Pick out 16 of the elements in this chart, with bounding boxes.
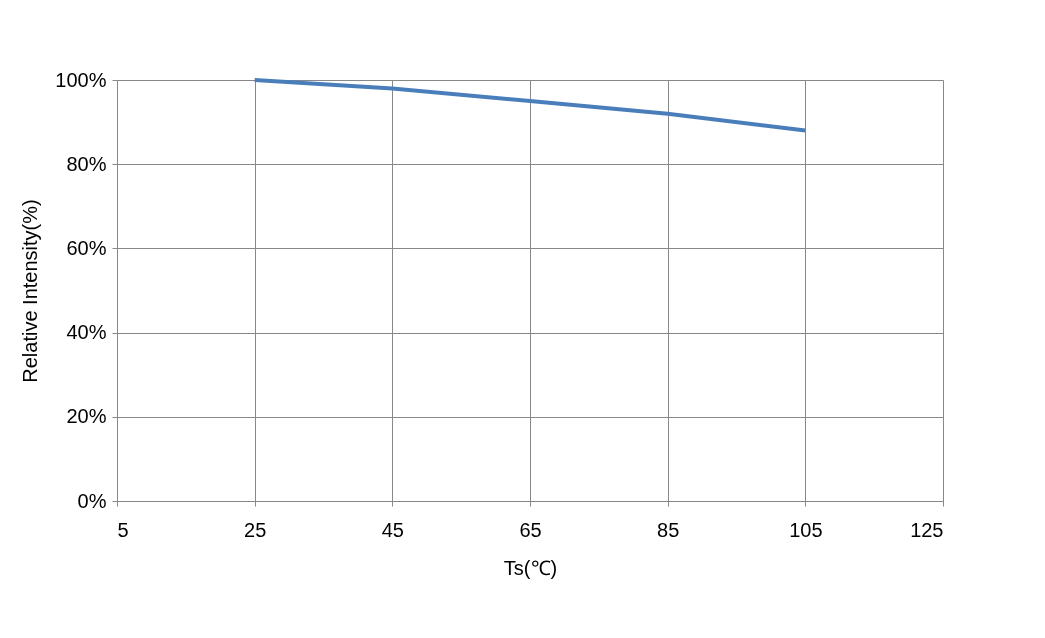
x-tick-label: 85 (657, 518, 680, 541)
x-tick-label: 65 (519, 518, 542, 541)
y-tick-label: 100% (55, 68, 107, 91)
x-tick-label: 45 (381, 518, 404, 541)
x-axis-title: Ts(℃) (503, 556, 558, 579)
y-tick-label: 0% (77, 489, 107, 512)
x-tick-label: 25 (244, 518, 267, 541)
x-tick-label: 5 (117, 518, 129, 541)
y-tick-label: 40% (66, 321, 107, 344)
y-tick-label: 60% (66, 236, 107, 259)
line-series (252, 78, 808, 133)
y-axis-title: Relative Intensity(%) (19, 199, 42, 383)
x-tick-label: 105 (789, 518, 823, 541)
y-tick-label: 20% (66, 405, 107, 428)
x-tick-label: 125 (910, 518, 944, 541)
y-tick-label: 80% (66, 152, 107, 175)
